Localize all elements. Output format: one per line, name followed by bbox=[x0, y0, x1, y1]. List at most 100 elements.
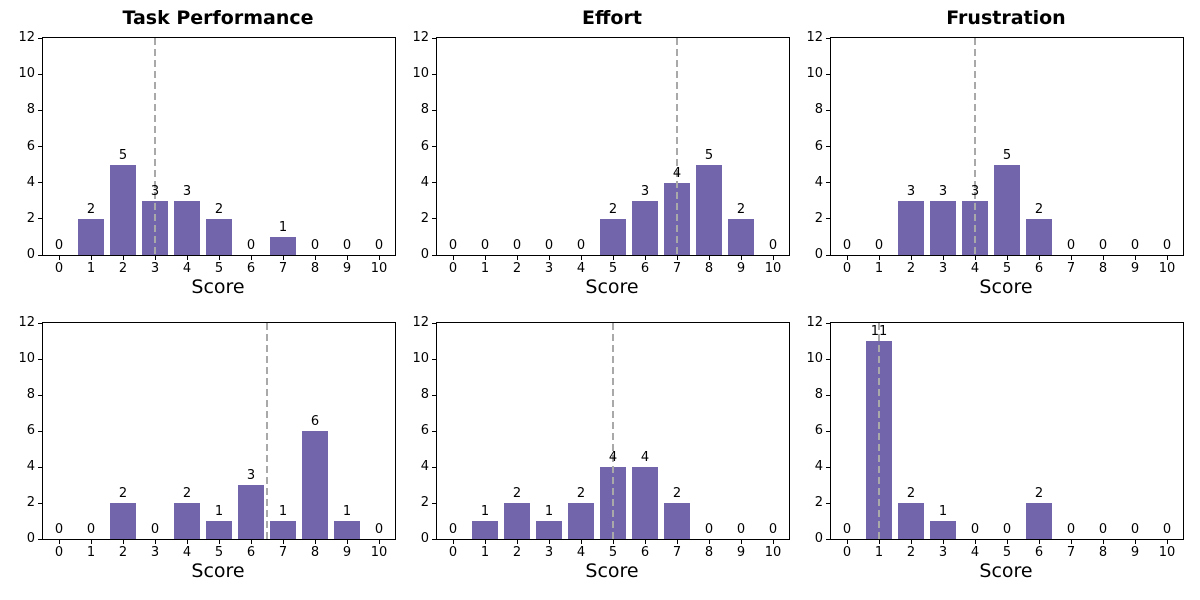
bar-value-label: 0 bbox=[704, 522, 714, 537]
y-tick-label: 6 bbox=[26, 138, 35, 154]
x-tick bbox=[186, 256, 188, 260]
x-tick bbox=[1006, 256, 1008, 260]
bar-value-label: 0 bbox=[310, 238, 320, 253]
bar-value-label: 3 bbox=[246, 468, 256, 483]
x-tick-label: 6 bbox=[640, 261, 650, 276]
bar-value-label: 1 bbox=[938, 504, 948, 519]
x-tick-label: 9 bbox=[1130, 545, 1140, 560]
y-tick-label: 4 bbox=[26, 174, 35, 190]
x-tick-label: 1 bbox=[86, 545, 96, 560]
x-tick-label: 3 bbox=[544, 261, 554, 276]
x-tick bbox=[942, 540, 944, 544]
x-tick-label: 3 bbox=[544, 545, 554, 560]
x-tick bbox=[1166, 540, 1168, 544]
x-tick-label: 1 bbox=[480, 261, 490, 276]
y-tick bbox=[432, 73, 436, 75]
bar-value-label: 0 bbox=[150, 522, 160, 537]
x-tick bbox=[740, 256, 742, 260]
y-tick-label: 12 bbox=[806, 315, 823, 330]
x-tick-label: 6 bbox=[1034, 545, 1044, 560]
y-tick bbox=[38, 502, 42, 504]
bar bbox=[110, 164, 136, 255]
bar-value-label: 1 bbox=[480, 504, 490, 519]
x-tick-label: 1 bbox=[874, 261, 884, 276]
y-tick bbox=[432, 37, 436, 39]
x-tick-label: 1 bbox=[86, 261, 96, 276]
bar-value-label: 0 bbox=[576, 238, 586, 253]
bar-value-label: 0 bbox=[1066, 238, 1076, 253]
bar-value-label: 11 bbox=[870, 324, 888, 339]
chart-title: Task Performance bbox=[122, 7, 314, 29]
x-tick-label: 3 bbox=[938, 261, 948, 276]
x-tick bbox=[548, 256, 550, 260]
bar bbox=[206, 218, 232, 255]
x-tick-label: 10 bbox=[370, 545, 388, 560]
x-tick bbox=[846, 256, 848, 260]
x-tick-label: 2 bbox=[906, 545, 916, 560]
y-tick bbox=[38, 73, 42, 75]
bar-value-label: 2 bbox=[672, 486, 682, 501]
plot-area: 0 2 4 6 8 10 12 0 1 2 3 4 5 6 7 8 9 10 0 11 2 1 0 0 2 0 0 0 0 bbox=[806, 315, 1184, 560]
x-tick bbox=[1006, 540, 1008, 544]
x-tick bbox=[378, 256, 380, 260]
bar bbox=[174, 503, 200, 539]
x-tick bbox=[1102, 540, 1104, 544]
y-tick bbox=[38, 538, 42, 540]
y-tick bbox=[38, 430, 42, 432]
x-tick bbox=[580, 540, 582, 544]
bar bbox=[664, 503, 690, 539]
x-tick-label: 9 bbox=[1130, 261, 1140, 276]
y-tick bbox=[432, 394, 436, 396]
x-tick-label: 4 bbox=[970, 261, 980, 276]
bar bbox=[238, 485, 264, 539]
x-tick bbox=[644, 256, 646, 260]
x-tick bbox=[250, 540, 252, 544]
x-tick-label: 3 bbox=[150, 545, 160, 560]
y-tick-label: 0 bbox=[814, 247, 823, 262]
x-tick-label: 0 bbox=[54, 545, 64, 560]
y-tick bbox=[826, 538, 830, 540]
bar-value-label: 0 bbox=[1098, 238, 1108, 253]
y-tick bbox=[432, 322, 436, 324]
x-tick-label: 2 bbox=[906, 261, 916, 276]
x-tick-label: 9 bbox=[736, 261, 746, 276]
y-tick-label: 0 bbox=[814, 531, 823, 546]
x-tick-label: 7 bbox=[672, 545, 682, 560]
bar-value-label: 0 bbox=[768, 238, 778, 253]
x-tick bbox=[250, 256, 252, 260]
y-tick bbox=[432, 218, 436, 220]
x-tick-label: 5 bbox=[608, 261, 618, 276]
bar-value-label: 0 bbox=[768, 522, 778, 537]
x-tick-label: 9 bbox=[342, 261, 352, 276]
bar-value-label: 0 bbox=[1130, 238, 1140, 253]
y-tick bbox=[826, 37, 830, 39]
bar-value-label: 5 bbox=[118, 147, 128, 163]
x-tick bbox=[644, 540, 646, 544]
x-tick bbox=[1038, 540, 1040, 544]
x-tick-label: 8 bbox=[310, 545, 320, 560]
median-line bbox=[612, 323, 614, 539]
x-tick-label: 8 bbox=[310, 261, 320, 276]
bar-value-label: 3 bbox=[182, 183, 192, 199]
y-tick-label: 8 bbox=[420, 387, 429, 402]
y-tick bbox=[432, 466, 436, 468]
x-axis-label: Score bbox=[191, 276, 245, 298]
x-axis-label: Score bbox=[979, 560, 1033, 582]
subplot-frustration: Frustration 0 2 4 6 8 10 12 0 1 2 3 4 5 6 7 8 9 10 0 0 3 3 3 5 2… bbox=[806, 7, 1184, 298]
x-tick bbox=[516, 256, 518, 260]
x-axis-label: Score bbox=[979, 276, 1033, 298]
x-tick-label: 0 bbox=[842, 545, 852, 560]
bar-value-label: 1 bbox=[214, 504, 224, 519]
x-tick-label: 5 bbox=[214, 545, 224, 560]
x-tick-label: 5 bbox=[214, 261, 224, 276]
bar bbox=[898, 200, 924, 255]
x-tick-label: 9 bbox=[342, 545, 352, 560]
x-tick bbox=[186, 540, 188, 544]
subplot-effort: Effort 0 2 4 6 8 10 12 0 1 2 3 4 5 6 7 8 9 10 0 0 0 0 0 2 3 4 5 2 0 … bbox=[412, 7, 790, 298]
subplot-row2-col3: 0 2 4 6 8 10 12 0 1 2 3 4 5 6 7 8 9 10 0 11 2 1 0 0 2 0 0 0 0 Score bbox=[806, 315, 1184, 582]
x-axis-label: Score bbox=[191, 560, 245, 582]
bar-value-label: 0 bbox=[1066, 522, 1076, 537]
plot-area: 0 2 4 6 8 10 12 0 1 2 3 4 5 6 7 8 9 10 0 0 2 0 2 1 3 1 6 1 0 bbox=[18, 315, 396, 560]
y-tick bbox=[826, 322, 830, 324]
